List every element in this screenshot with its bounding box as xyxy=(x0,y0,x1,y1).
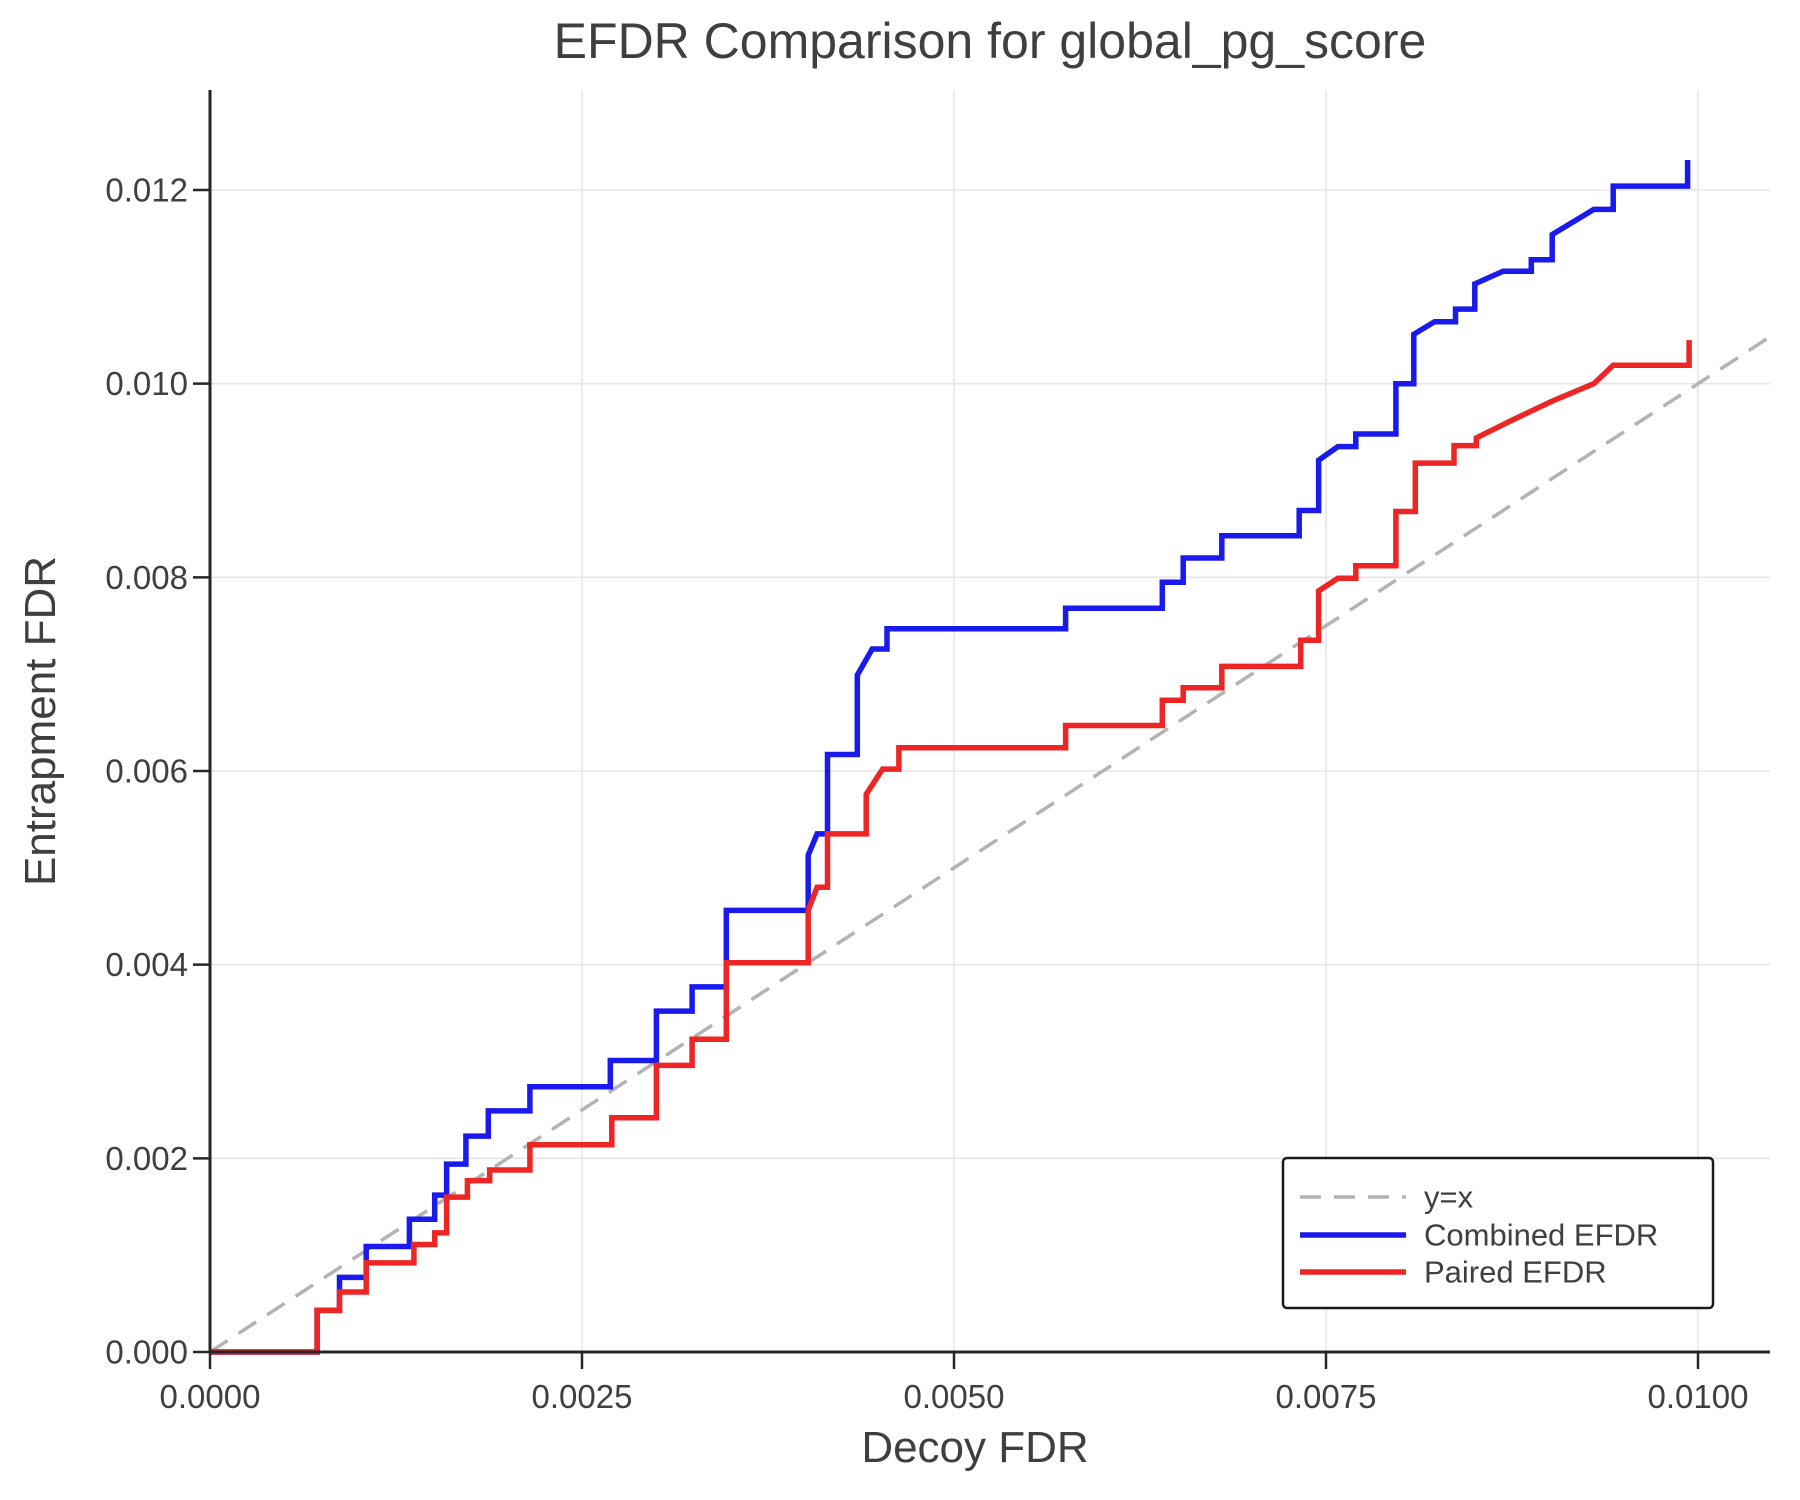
y-tick-label: 0.002 xyxy=(105,1140,188,1177)
legend-label-paired: Paired EFDR xyxy=(1424,1255,1607,1290)
gridlines xyxy=(210,90,1770,1352)
x-tick-label: 0.0100 xyxy=(1648,1378,1749,1415)
x-tick-label: 0.0025 xyxy=(532,1378,633,1415)
y-tick-label: 0.008 xyxy=(105,559,188,596)
y-tick-label: 0.004 xyxy=(105,946,188,983)
x-tick-label: 0.0075 xyxy=(1276,1378,1377,1415)
x-tick-label: 0.0050 xyxy=(904,1378,1005,1415)
series-line-combined-efdr xyxy=(210,160,1691,1355)
legend-label-yx: y=x xyxy=(1424,1180,1474,1215)
tick-labels: 0.0000 0.0025 0.0050 0.0075 0.0100 0.000 0.002… xyxy=(105,172,1748,1416)
y-tick-label: 0.010 xyxy=(105,365,188,402)
chart-title: EFDR Comparison for global_pg_score xyxy=(554,13,1427,69)
y-tick-label: 0.012 xyxy=(105,172,188,209)
y-axis-label: Entrapment FDR xyxy=(16,556,65,886)
series-line-paired-efdr xyxy=(210,340,1692,1355)
data-series xyxy=(210,160,1692,1355)
y-tick-label: 0.000 xyxy=(105,1334,188,1371)
x-axis-label: Decoy FDR xyxy=(861,1423,1088,1472)
axis-spines xyxy=(208,90,1770,1354)
legend: y=x Combined EFDR Paired EFDR xyxy=(1281,1156,1715,1310)
axis-ticks xyxy=(193,188,1700,1369)
legend-label-combined: Combined EFDR xyxy=(1424,1218,1658,1253)
y-tick-label: 0.006 xyxy=(105,753,188,790)
x-tick-label: 0.0000 xyxy=(160,1378,261,1415)
